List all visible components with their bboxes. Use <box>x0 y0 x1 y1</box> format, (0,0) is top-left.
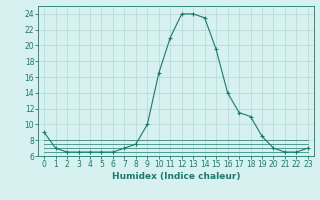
X-axis label: Humidex (Indice chaleur): Humidex (Indice chaleur) <box>112 172 240 181</box>
